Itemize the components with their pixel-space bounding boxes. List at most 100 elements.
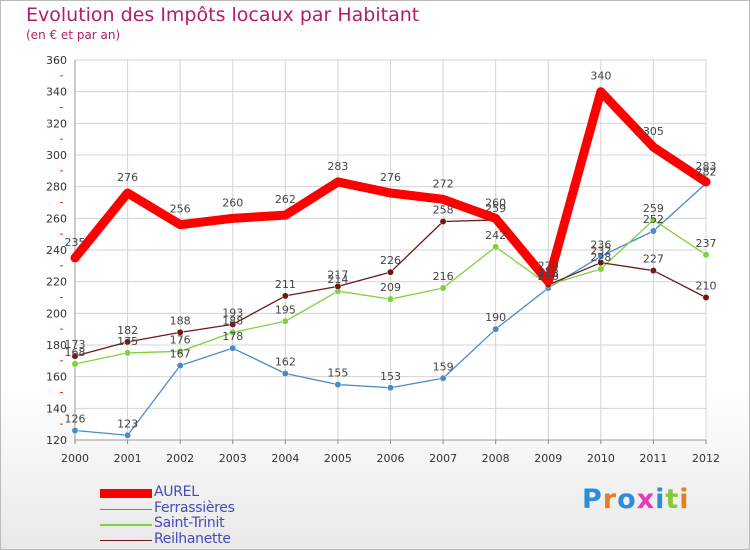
data-point-saint-trinit bbox=[71, 360, 79, 368]
legend-swatch-saint-trinit bbox=[100, 524, 152, 526]
data-label-aurel: 272 bbox=[433, 177, 454, 190]
chart-title: Evolution des Impôts locaux par Habitant bbox=[26, 4, 420, 26]
data-point-ferrassieres bbox=[334, 381, 342, 389]
y-tick-label: 200 bbox=[46, 307, 67, 320]
data-point-ferrassieres bbox=[229, 344, 237, 352]
brand-logo-letter: t bbox=[665, 484, 680, 515]
data-label-aurel: 305 bbox=[643, 125, 664, 138]
x-tick-label: 2012 bbox=[692, 452, 720, 465]
series-line-aurel bbox=[70, 87, 711, 287]
data-label-saint-trinit: 242 bbox=[485, 229, 506, 242]
data-label-aurel: 256 bbox=[170, 203, 191, 216]
data-label-ferrassieres: 159 bbox=[433, 360, 454, 373]
data-label-ferrassieres: 123 bbox=[117, 417, 138, 430]
brand-logo-letter: x bbox=[636, 484, 656, 515]
data-label-reilhanette: 218 bbox=[538, 267, 559, 280]
x-tick-label: 2003 bbox=[219, 452, 247, 465]
data-label-saint-trinit: 259 bbox=[643, 202, 664, 215]
data-point-ferrassieres bbox=[124, 431, 132, 439]
y-tick-label: 280 bbox=[46, 181, 67, 194]
data-point-saint-trinit bbox=[439, 284, 447, 292]
data-label-reilhanette: 193 bbox=[222, 306, 243, 319]
data-label-ferrassieres: 126 bbox=[65, 413, 86, 426]
data-point-saint-trinit bbox=[492, 243, 500, 251]
data-label-aurel: 235 bbox=[65, 236, 86, 249]
y-tick-label: 300 bbox=[46, 149, 67, 162]
data-label-ferrassieres: 155 bbox=[327, 367, 348, 380]
data-label-ferrassieres: 236 bbox=[590, 238, 611, 251]
data-label-reilhanette: 259 bbox=[485, 202, 506, 215]
data-label-reilhanette: 188 bbox=[170, 314, 191, 327]
y-tick-label: 120 bbox=[46, 434, 67, 447]
brand-logo-letter: i bbox=[655, 484, 666, 515]
data-label-aurel: 260 bbox=[485, 196, 506, 209]
legend-label-ferrassieres: Ferrassières bbox=[154, 499, 235, 516]
y-tick-label: 360 bbox=[46, 54, 67, 67]
data-label-reilhanette: 258 bbox=[433, 204, 454, 217]
data-point-saint-trinit bbox=[387, 295, 394, 303]
data-label-aurel: 340 bbox=[590, 70, 611, 83]
data-label-saint-trinit: 237 bbox=[696, 237, 717, 250]
data-label-ferrassieres: 216 bbox=[538, 270, 559, 283]
brand-logo-letter: i bbox=[679, 484, 690, 515]
x-tick-label: 2004 bbox=[271, 452, 299, 465]
data-point-ferrassieres bbox=[176, 362, 184, 370]
data-point-reilhanette bbox=[176, 328, 184, 336]
x-tick-label: 2008 bbox=[482, 452, 510, 465]
data-point-ferrassieres bbox=[71, 427, 79, 434]
brand-logo-letter: o bbox=[617, 484, 637, 515]
data-point-saint-trinit bbox=[124, 349, 132, 357]
data-point-reilhanette bbox=[334, 282, 342, 290]
data-point-ferrassieres bbox=[492, 325, 500, 333]
data-label-saint-trinit: 214 bbox=[327, 273, 348, 286]
brand-logo: Proxiti bbox=[582, 484, 690, 515]
x-tick-label: 2002 bbox=[166, 452, 194, 465]
data-label-aurel: 220 bbox=[538, 260, 559, 273]
data-label-reilhanette: 182 bbox=[117, 324, 138, 337]
legend-label-reilhanette: Reilhanette bbox=[154, 530, 231, 547]
data-point-reilhanette bbox=[387, 268, 394, 276]
data-label-aurel: 262 bbox=[275, 193, 296, 206]
data-label-saint-trinit: 195 bbox=[275, 303, 296, 316]
data-label-ferrassieres: 282 bbox=[696, 166, 717, 179]
data-label-reilhanette: 173 bbox=[65, 338, 86, 351]
data-point-reilhanette bbox=[702, 294, 710, 301]
data-label-aurel: 283 bbox=[696, 160, 717, 173]
x-tick-label: 2006 bbox=[377, 452, 405, 465]
data-point-reilhanette bbox=[597, 259, 605, 267]
data-point-saint-trinit bbox=[649, 216, 657, 224]
data-label-ferrassieres: 162 bbox=[275, 356, 296, 369]
legend-swatch-reilhanette bbox=[100, 539, 152, 541]
legend-swatch-ferrassieres bbox=[100, 508, 152, 510]
data-point-saint-trinit bbox=[229, 328, 237, 336]
data-label-saint-trinit: 228 bbox=[590, 251, 611, 264]
data-label-reilhanette: 211 bbox=[275, 278, 296, 291]
data-label-reilhanette: 232 bbox=[590, 245, 611, 258]
data-label-saint-trinit: 176 bbox=[170, 333, 191, 346]
x-tick-label: 2011 bbox=[639, 452, 667, 465]
y-tick-label: 240 bbox=[46, 244, 67, 257]
brand-logo-letter: r bbox=[602, 484, 618, 515]
legend-swatch-aurel bbox=[100, 489, 152, 498]
data-label-aurel: 283 bbox=[327, 160, 348, 173]
x-tick-label: 2009 bbox=[534, 452, 562, 465]
data-label-aurel: 276 bbox=[117, 171, 138, 184]
data-point-ferrassieres bbox=[439, 374, 447, 382]
data-point-reilhanette bbox=[649, 267, 657, 275]
legend-label-saint-trinit: Saint-Trinit bbox=[154, 515, 225, 531]
data-point-ferrassieres bbox=[649, 227, 657, 235]
y-tick-label: 180 bbox=[46, 339, 67, 352]
data-point-saint-trinit bbox=[281, 317, 289, 325]
data-point-saint-trinit bbox=[702, 251, 710, 259]
data-label-saint-trinit: 216 bbox=[433, 270, 454, 283]
data-label-reilhanette: 217 bbox=[327, 268, 348, 281]
y-tick-label: 220 bbox=[46, 276, 67, 289]
data-label-ferrassieres: 167 bbox=[170, 348, 191, 361]
legend-label-aurel: AUREL bbox=[154, 484, 199, 500]
data-label-saint-trinit: 218 bbox=[538, 267, 559, 280]
y-tick-label: 260 bbox=[46, 212, 67, 225]
data-label-saint-trinit: 175 bbox=[117, 335, 138, 348]
data-point-reilhanette bbox=[124, 338, 132, 346]
chart-subtitle: (en € et par an) bbox=[26, 28, 121, 42]
